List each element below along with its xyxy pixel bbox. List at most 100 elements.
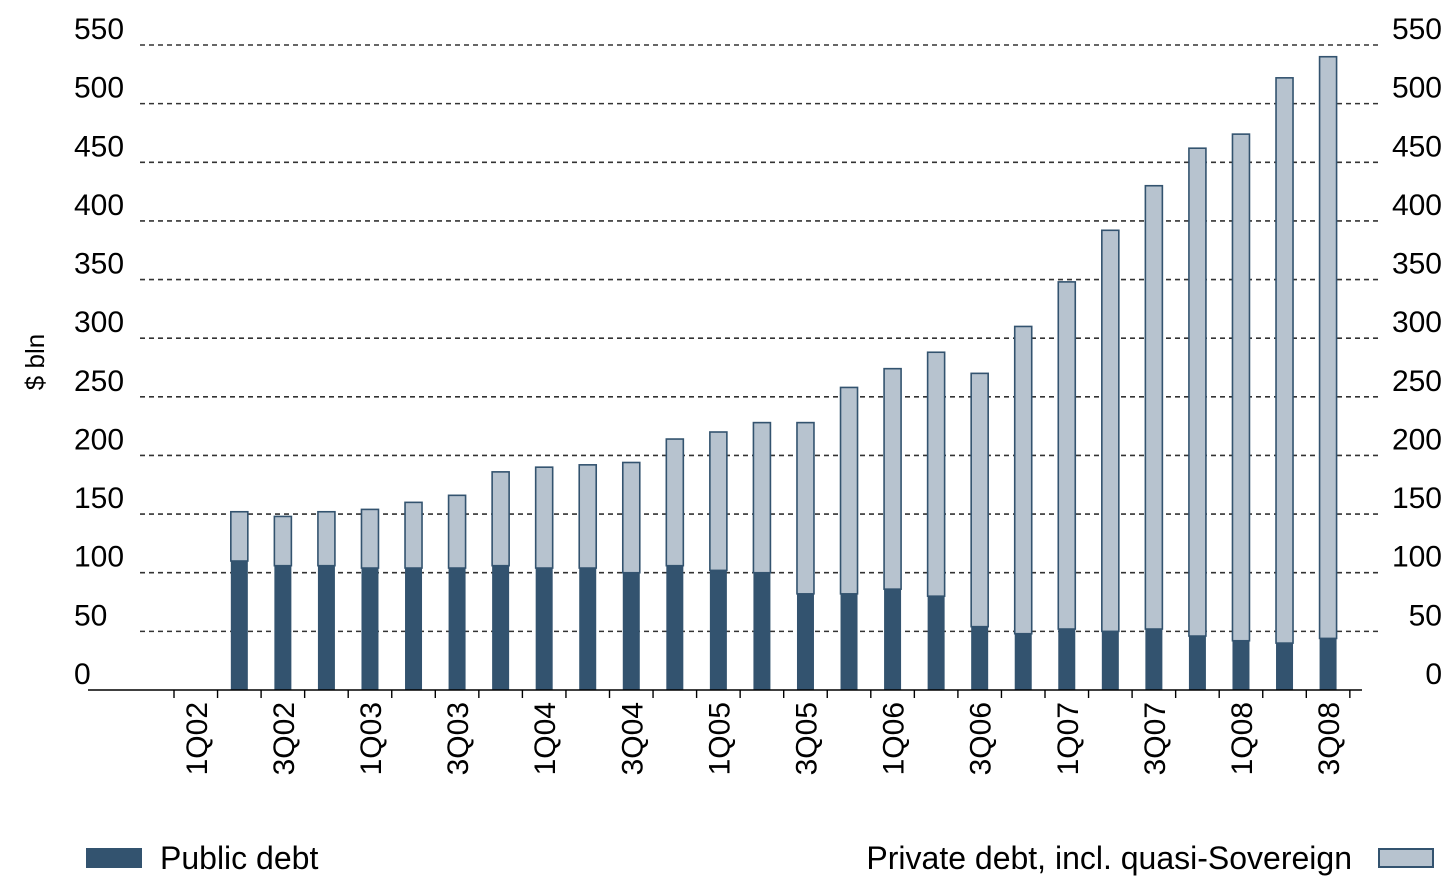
x-tick-label: 1Q04 [529,702,562,775]
bar-public-2Q03 [405,568,423,690]
bar-private-4Q05 [839,386,859,595]
y-tick-label-left: 100 [74,541,124,574]
bar-private-2Q06 [926,351,946,597]
bar-public-2Q05 [753,572,771,690]
bar-private-1Q04 [534,466,554,569]
y-tick-label-left: 500 [74,72,124,105]
bar-public-1Q07 [1058,629,1076,690]
bar-private-2Q05 [752,421,772,574]
x-tick-label: 1Q05 [703,702,736,775]
y-tick-label-left: 50 [74,599,107,632]
bar-private-3Q05 [796,421,815,595]
legend-label-public: Public debt [160,839,319,876]
bar-private-4Q04 [665,438,685,567]
y-axis-title: $ bln [20,334,50,390]
x-tick-label: 1Q02 [181,702,214,775]
bar-private-4Q02 [317,510,336,567]
bar-public-1Q03 [361,568,379,690]
bar-public-1Q05 [709,570,727,690]
x-axis [88,689,1362,698]
y-tick-label-left: 400 [74,189,124,222]
bar-private-2Q03 [404,501,423,569]
bar-public-1Q08 [1232,640,1250,690]
bar-private-3Q02 [273,515,293,567]
bar-private-4Q03 [491,471,510,567]
x-tick-label: 3Q03 [442,702,475,775]
x-tick-label: 1Q03 [355,702,388,775]
y-tick-label-right: 400 [1392,189,1442,222]
bar-private-2Q07 [1101,229,1120,633]
bar-public-3Q02 [274,565,292,690]
bar-private-4Q07 [1188,147,1207,637]
y-tick-label-right: 500 [1392,72,1442,105]
bar-public-3Q07 [1145,629,1163,690]
bar-public-2Q08 [1276,643,1294,690]
y-tick-label-left: 250 [74,365,124,398]
y-tick-label-right: 350 [1392,248,1442,281]
bar-public-3Q08 [1319,638,1337,690]
bar-private-3Q03 [447,494,467,569]
bar-private-3Q07 [1144,184,1164,630]
x-tick-label: 3Q07 [1139,702,1172,775]
bar-private-3Q06 [970,372,989,628]
x-tick-labels: 1Q02 3Q02 1Q03 3Q03 1Q04 3Q04 1Q05 3Q05 1Q06 3Q06… [181,702,1346,775]
legend-swatch-private [1378,848,1434,868]
bar-public-3Q04 [622,572,640,690]
x-tick-label: 3Q02 [268,702,301,775]
bar-public-4Q04 [666,565,684,690]
bar-private-2Q02 [230,510,249,562]
y-axis-left: 0 50 100 150 200 250 300 350 400 450 500 550 [74,13,124,691]
bar-private-4Q06 [1013,325,1033,635]
bar-private-1Q03 [360,508,380,569]
y-tick-label-right: 250 [1392,365,1442,398]
y-tick-label-left: 0 [74,658,91,691]
bar-public-1Q04 [535,568,553,690]
bars [230,55,1338,690]
y-tick-label-right: 200 [1392,423,1442,456]
bar-public-3Q05 [796,593,814,690]
x-tick-label: 3Q08 [1313,702,1346,775]
bar-public-4Q05 [840,593,858,690]
bar-public-2Q02 [230,561,248,690]
y-tick-label-left: 350 [74,248,124,281]
bar-public-3Q03 [448,568,466,690]
bar-private-2Q08 [1275,77,1294,644]
x-tick-label: 3Q06 [965,702,998,775]
bar-public-4Q03 [492,565,510,690]
bar-public-4Q02 [317,565,335,690]
y-tick-label-right: 0 [1425,658,1442,691]
bar-public-4Q07 [1188,636,1206,690]
legend-label-private: Private debt, incl. quasi-Sovereign [866,839,1352,876]
bar-public-2Q07 [1101,631,1119,690]
y-tick-label-right: 550 [1392,13,1442,46]
bar-private-3Q08 [1318,55,1338,640]
bar-public-2Q04 [579,568,597,690]
bar-private-1Q06 [883,367,902,590]
y-tick-label-left: 200 [74,423,124,456]
bar-public-3Q06 [971,626,989,690]
x-tick-label: 1Q07 [1052,702,1085,775]
y-tick-label-left: 300 [74,306,124,339]
y-tick-label-left: 450 [74,130,124,163]
bar-private-3Q04 [621,461,641,574]
y-tick-label-right: 100 [1392,541,1442,574]
bar-private-2Q04 [578,464,598,569]
bar-public-2Q06 [927,596,945,690]
x-tick-label: 3Q05 [790,702,823,775]
y-tick-label-left: 550 [74,13,124,46]
x-tick-label: 3Q04 [616,702,649,775]
y-tick-label-right: 450 [1392,130,1442,163]
y-tick-label-right: 50 [1409,599,1442,632]
legend-item-private: Private debt, incl. quasi-Sovereign [866,838,1434,878]
legend-item-public: Public debt [86,838,318,878]
bar-public-4Q06 [1014,633,1032,690]
legend-swatch-public [86,848,142,868]
y-axis-right: 0 50 100 150 200 250 300 350 400 450 500 550 [1392,13,1442,691]
bar-public-1Q06 [884,589,902,690]
bar-private-1Q05 [709,431,728,572]
y-tick-label-left: 150 [74,482,124,515]
y-tick-label-right: 150 [1392,482,1442,515]
x-tick-label: 1Q08 [1226,702,1259,775]
x-tick-label: 1Q06 [878,702,911,775]
